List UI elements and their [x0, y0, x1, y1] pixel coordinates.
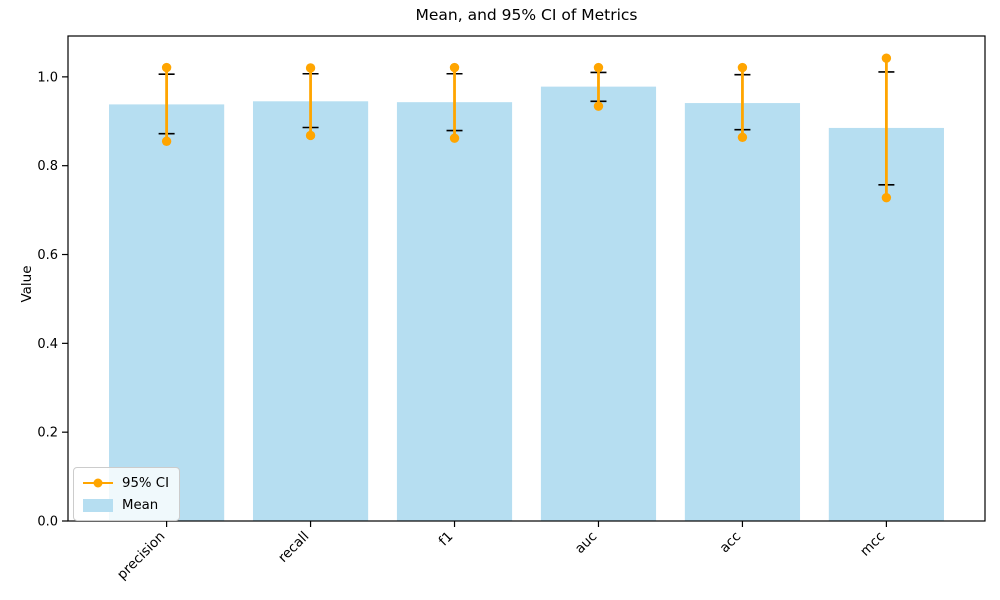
- ci-upper-dot-auc: [593, 62, 604, 73]
- legend-entry-mean: Mean: [83, 496, 169, 514]
- legend-entry-ci: 95% CI: [83, 474, 169, 492]
- chart-title: Mean, and 95% CI of Metrics: [415, 6, 638, 24]
- x-tick-label-auc: auc: [572, 529, 600, 557]
- ci-lower-dot-f1: [449, 133, 460, 143]
- ci-lower-dot-auc: [593, 101, 604, 111]
- ci-upper-dot-acc: [737, 62, 748, 73]
- x-tick-label-mcc: mcc: [857, 529, 888, 560]
- x-tick-label-f1: f1: [436, 529, 457, 550]
- y-tick-label: 0.4: [37, 337, 58, 352]
- ci-line-marker-icon: [83, 478, 113, 488]
- ci-upper-dot-f1: [449, 62, 460, 73]
- y-tick-label: 0.2: [37, 426, 58, 441]
- y-tick-label: 1.0: [37, 70, 58, 85]
- bar-precision: [109, 104, 225, 522]
- ci-upper-dot-recall: [305, 63, 316, 73]
- ci-upper-dot-precision: [161, 62, 172, 73]
- bar-acc: [684, 103, 801, 522]
- y-tick-label: 0.8: [37, 159, 58, 174]
- ci-lower-dot-recall: [305, 130, 316, 141]
- x-tick-label-acc: acc: [717, 529, 745, 557]
- mean-patch-marker-icon: [83, 498, 113, 512]
- ci-lower-dot-mcc: [881, 192, 892, 203]
- bar-f1: [396, 102, 513, 521]
- y-tick-label: 0.0: [37, 515, 58, 530]
- ci-lower-dot-precision: [161, 136, 172, 146]
- legend-ci-label: 95% CI: [122, 475, 169, 491]
- bar-recall: [252, 101, 369, 522]
- ci-upper-dot-mcc: [881, 53, 892, 63]
- y-axis-label: Value: [19, 265, 35, 303]
- x-tick-label-recall: recall: [275, 529, 312, 566]
- legend: 95% CI Mean: [73, 467, 180, 521]
- x-tick-label-precision: precision: [114, 529, 168, 583]
- bar-auc: [540, 86, 657, 521]
- legend-mean-label: Mean: [122, 497, 159, 513]
- axes-spines: [67, 35, 986, 522]
- y-tick-label: 0.6: [37, 248, 58, 263]
- ci-lower-dot-acc: [737, 132, 748, 142]
